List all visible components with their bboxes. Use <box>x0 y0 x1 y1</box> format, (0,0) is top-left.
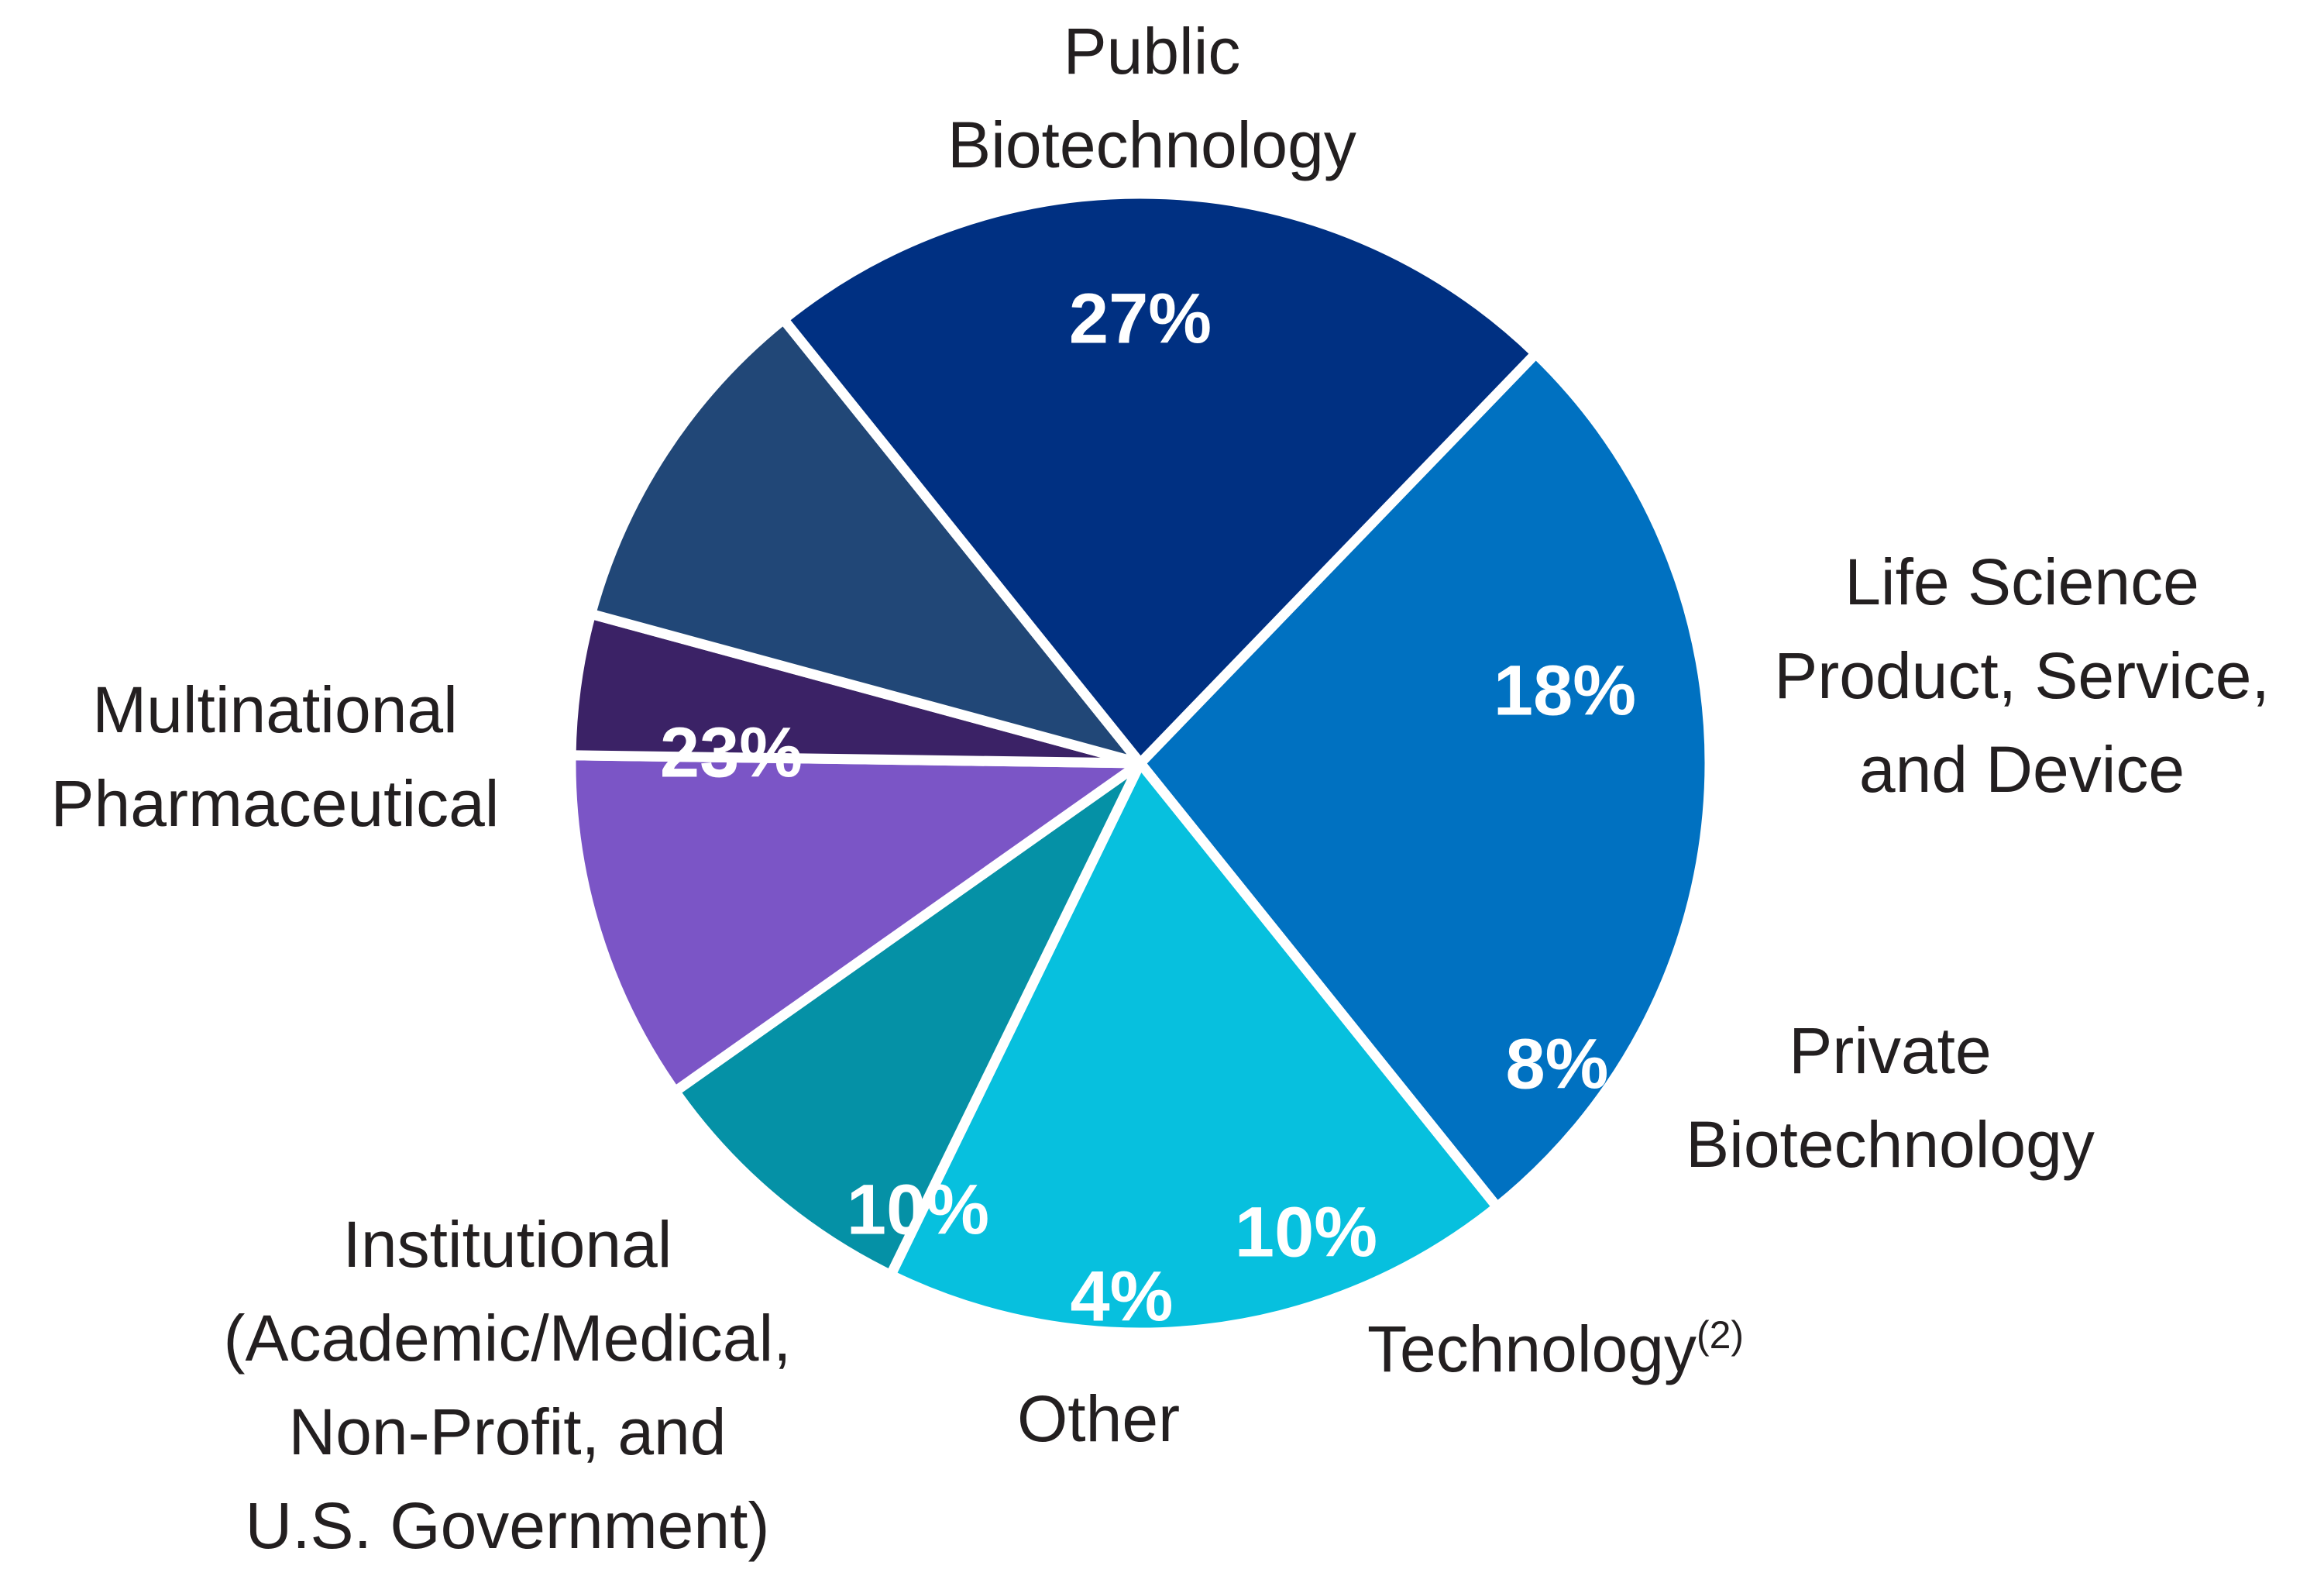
pct-label-multinational-pharmaceutical: 23% <box>660 713 803 792</box>
pct-label-other: 4% <box>1071 1257 1174 1336</box>
slice-life-science-product-service-and-device <box>885 758 1503 1338</box>
slice-private-biotechnology <box>669 758 1146 1281</box>
category-label-other: Other <box>1017 1382 1180 1455</box>
slice-multinational-pharmaceutical <box>778 188 1542 769</box>
pct-label-public-biotechnology: 27% <box>1069 279 1212 358</box>
pie-slices <box>566 188 1715 1338</box>
category-label-institutional-academic-medical-non-profit-and-u-s-government: Institutional (Academic/Medical, Non-Profi… <box>224 1208 792 1562</box>
category-label-multinational-pharmaceutical: Multinational Pharmaceutical <box>51 673 500 840</box>
pct-label-technology-2: 10% <box>1235 1192 1377 1271</box>
pct-label-institutional-academic-medical-non-profit-and-u-s-government: 10% <box>847 1170 989 1249</box>
category-labels: Public Biotechnology Life Science Product, … <box>51 15 2270 1562</box>
category-label-private-biotechnology: Private Biotechnology <box>1686 1014 2095 1181</box>
pct-label-private-biotechnology: 8% <box>1506 1024 1609 1103</box>
slice-institutional-academic-medical-non-profit-and-u-s-government <box>586 314 1146 769</box>
pct-label-life-science-product-service-and-device: 18% <box>1494 651 1636 730</box>
footnote-marker: (2) <box>1697 1313 1744 1357</box>
slice-technology-2 <box>566 750 1146 1097</box>
percentage-labels: 27% 18% 8% 10% 4% 10% 23% <box>660 279 1636 1336</box>
category-label-life-science-product-service-and-device: Life Science Product, Service, and Device <box>1774 545 2270 806</box>
category-label-public-biotechnology: Public Biotechnology <box>947 15 1356 181</box>
slice-public-biotechnology <box>1135 348 1715 1213</box>
category-label-technology-2: Technology(2) <box>1367 1313 1744 1385</box>
